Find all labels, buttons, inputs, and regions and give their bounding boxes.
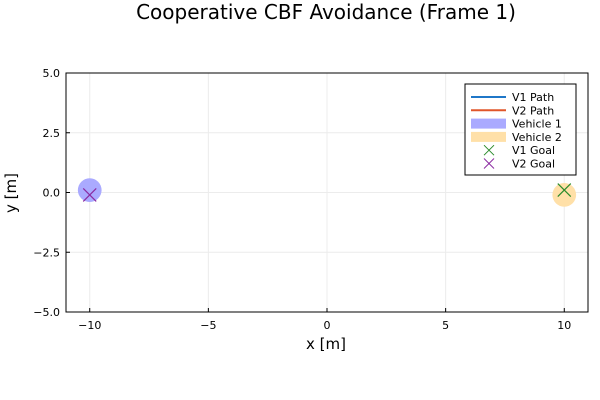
- legend-box: [464, 83, 577, 176]
- legend-swatch-v1-goal: [483, 144, 495, 156]
- legend-label-vehicle-2: Vehicle 2: [512, 131, 562, 144]
- vehicle-2-marker: [552, 183, 577, 207]
- legend-swatch-v2-goal: [483, 158, 495, 169]
- v1-goal-marker: [557, 183, 572, 198]
- chart-title: Cooperative CBF Avoidance (Frame 1): [136, 0, 516, 24]
- x-tick-label: 10: [557, 319, 571, 332]
- x-axis-label: x [m]: [306, 335, 346, 353]
- x-tick-label: −10: [78, 319, 101, 332]
- legend-swatch-vehicle-2: [471, 131, 506, 142]
- y-tick-label: −2.5: [33, 246, 60, 259]
- legend-label-v1-goal: V1 Goal: [512, 144, 555, 157]
- x-tick-label: 0: [324, 319, 331, 332]
- x-tick-label: −5: [200, 319, 216, 332]
- x-axis-ticks: −10 −5 0 5 10: [78, 308, 571, 332]
- y-tick-label: 5.0: [43, 67, 61, 80]
- legend-swatch-vehicle-1: [471, 118, 506, 129]
- y-tick-label: 0.0: [43, 187, 61, 200]
- legend-label-v2-goal: V2 Goal: [512, 158, 555, 171]
- y-axis-ticks: −5.0 −2.5 0.0 2.5 5.0: [33, 67, 70, 319]
- legend-label-v1-path: V1 Path: [512, 91, 554, 104]
- y-axis-label: y [m]: [2, 173, 20, 213]
- y-tick-label: 2.5: [43, 127, 61, 140]
- vehicle-1-marker: [77, 178, 102, 202]
- x-tick-label: 5: [442, 319, 449, 332]
- v2-goal-marker: [82, 187, 97, 202]
- y-tick-label: −5.0: [33, 306, 60, 319]
- legend-label-vehicle-1: Vehicle 1: [512, 118, 562, 131]
- plot-marks: [77, 178, 577, 207]
- legend-label-v2-path: V2 Path: [512, 104, 554, 117]
